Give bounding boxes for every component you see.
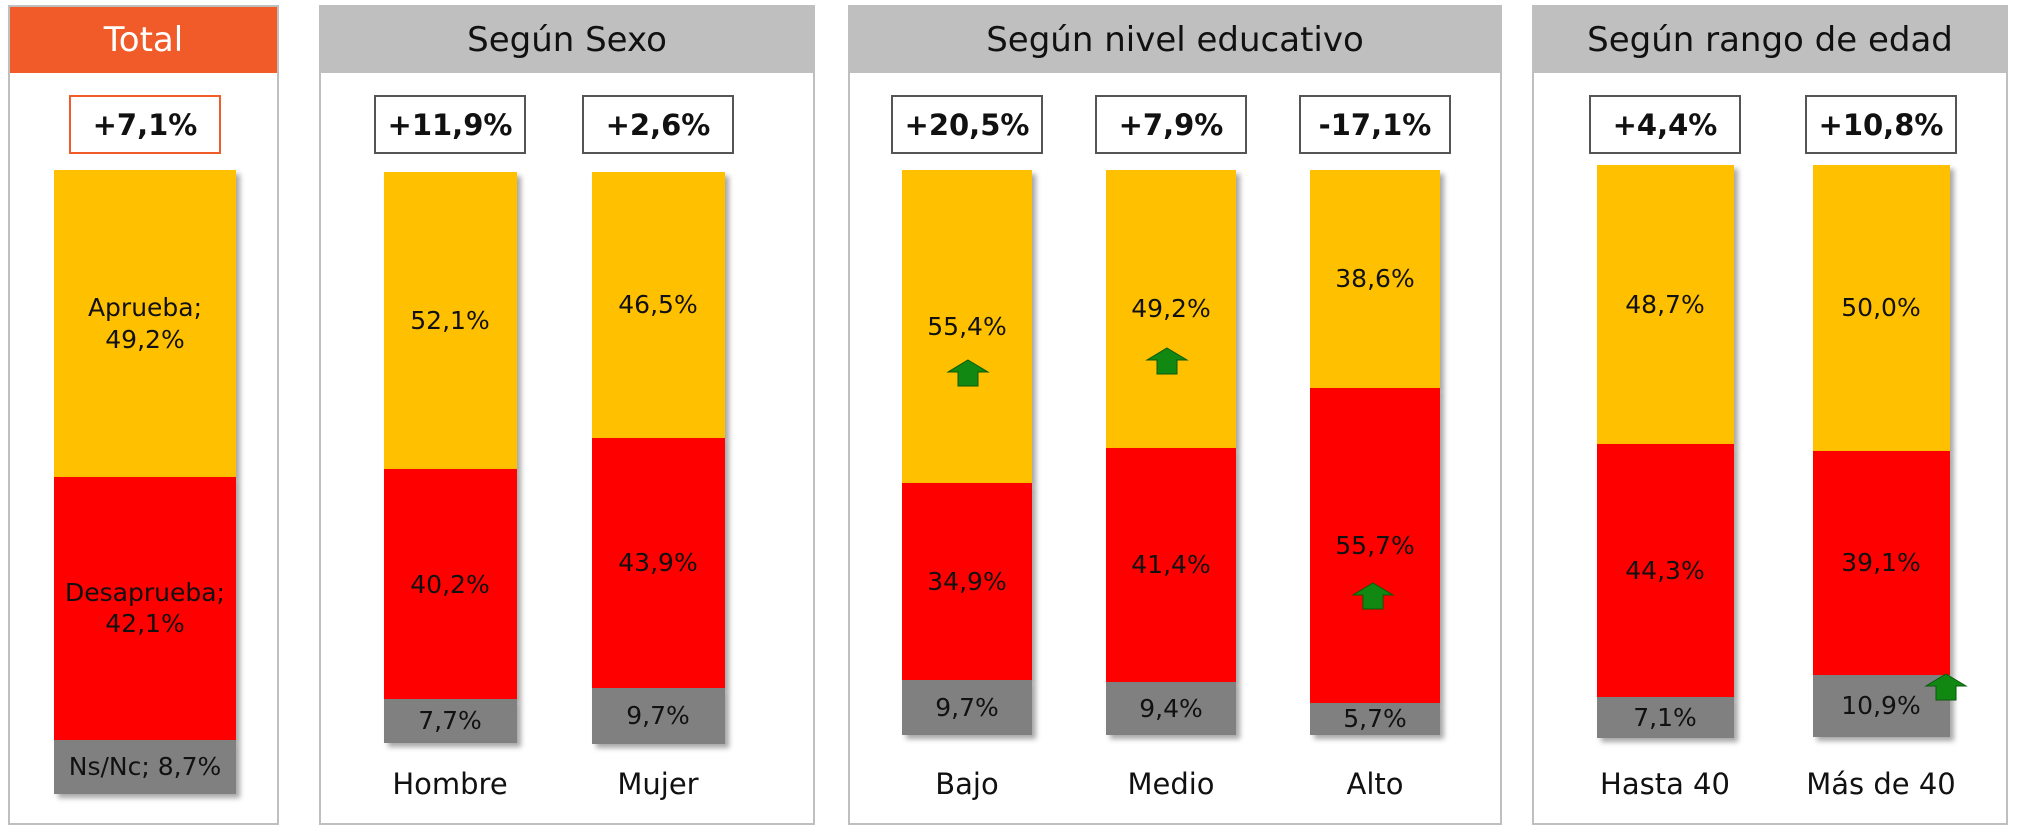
net-change: +11,9% xyxy=(374,95,526,154)
bar-segment xyxy=(1812,165,1950,451)
up-arrow xyxy=(1145,347,1189,375)
value-label: 7,1% xyxy=(1633,702,1697,732)
value-label: 10,9% xyxy=(1841,691,1921,721)
up-arrow xyxy=(1351,582,1395,610)
panel: Según rango de edad +4,4% 48,7% 44,3% 7,1% Ha… xyxy=(1532,5,2008,825)
up-arrow xyxy=(1924,673,1968,701)
category-label: Alto xyxy=(1346,767,1404,801)
bar-segment xyxy=(383,469,517,700)
net-change: +7,1% xyxy=(69,95,221,154)
category-label: Más de 40 xyxy=(1806,767,1956,801)
category-label: Bajo xyxy=(935,767,999,801)
panel-title: Total xyxy=(10,7,277,73)
value-label: 9,7% xyxy=(935,692,999,722)
net-change: +2,6% xyxy=(582,95,734,154)
value-label: 38,6% xyxy=(1335,264,1415,294)
value-label: 39,1% xyxy=(1841,548,1921,578)
value-label: 55,7% xyxy=(1335,530,1415,560)
value-label: Aprueba; 49,2% xyxy=(87,293,203,354)
panel: Según Sexo +11,9% 52,1% 40,2% 7,7% Hombre +2,6… xyxy=(319,5,815,825)
value-label: Ns/Nc; 8,7% xyxy=(68,752,222,782)
value-label: 49,2% xyxy=(1131,294,1211,324)
net-change: +4,4% xyxy=(1589,95,1741,154)
panel: Total +7,1% Aprueba; 49,2% Desaprueba; 42,1… xyxy=(8,5,279,825)
value-label: 7,7% xyxy=(418,706,482,736)
net-change: -17,1% xyxy=(1299,95,1451,154)
bar-segment xyxy=(591,172,725,438)
value-label: 5,7% xyxy=(1343,704,1407,734)
value-label: 55,4% xyxy=(927,311,1007,341)
bar-segment xyxy=(902,483,1032,681)
value-label: 40,2% xyxy=(410,569,490,599)
category-label: Hasta 40 xyxy=(1600,767,1730,801)
category-label: Mujer xyxy=(617,767,699,801)
bar-segment xyxy=(1596,696,1734,738)
bar-segment xyxy=(383,172,517,470)
value-label: 9,7% xyxy=(626,701,690,731)
bar-segment xyxy=(54,739,236,794)
bar-segment xyxy=(54,170,236,477)
net-change: +7,9% xyxy=(1095,95,1247,154)
panel: Según nivel educativo +20,5% 55,4% 34,9% 9,7… xyxy=(848,5,1502,825)
value-label: 41,4% xyxy=(1131,550,1211,580)
bar-segment xyxy=(902,170,1032,483)
bar-segment xyxy=(1310,388,1440,703)
value-label: 44,3% xyxy=(1625,555,1705,585)
bar-segment xyxy=(591,688,725,744)
value-label: 43,9% xyxy=(618,548,698,578)
bar-segment xyxy=(1106,681,1236,735)
bar-segment xyxy=(902,680,1032,735)
value-label: Desaprueba; 42,1% xyxy=(65,578,225,639)
bar-segment xyxy=(54,477,236,740)
bar-segment xyxy=(1812,451,1950,675)
category-label: Hombre xyxy=(392,767,508,801)
bar-segment xyxy=(1106,447,1236,682)
panel-title: Según nivel educativo xyxy=(850,7,1500,73)
panel-title: Según rango de edad xyxy=(1534,7,2006,73)
value-label: 34,9% xyxy=(927,566,1007,596)
bar-segment xyxy=(1310,170,1440,389)
up-arrow xyxy=(946,359,990,387)
bar-segment xyxy=(383,699,517,743)
panel-title: Según Sexo xyxy=(321,7,813,73)
category-label: Medio xyxy=(1127,767,1215,801)
net-change: +20,5% xyxy=(891,95,1043,154)
bar-segment xyxy=(1106,170,1236,448)
bar-segment xyxy=(1596,443,1734,697)
value-label: 48,7% xyxy=(1625,289,1705,319)
bar-segment xyxy=(591,437,725,689)
bar-segment xyxy=(1596,165,1734,444)
value-label: 52,1% xyxy=(410,306,490,336)
bar-segment xyxy=(1310,702,1440,735)
value-label: 46,5% xyxy=(618,290,698,320)
page: {"chart_data": [ {"type": "bar", "stacke… xyxy=(8,5,2008,825)
value-label: 50,0% xyxy=(1841,293,1921,323)
value-label: 9,4% xyxy=(1139,693,1203,723)
net-change: +10,8% xyxy=(1805,95,1957,154)
